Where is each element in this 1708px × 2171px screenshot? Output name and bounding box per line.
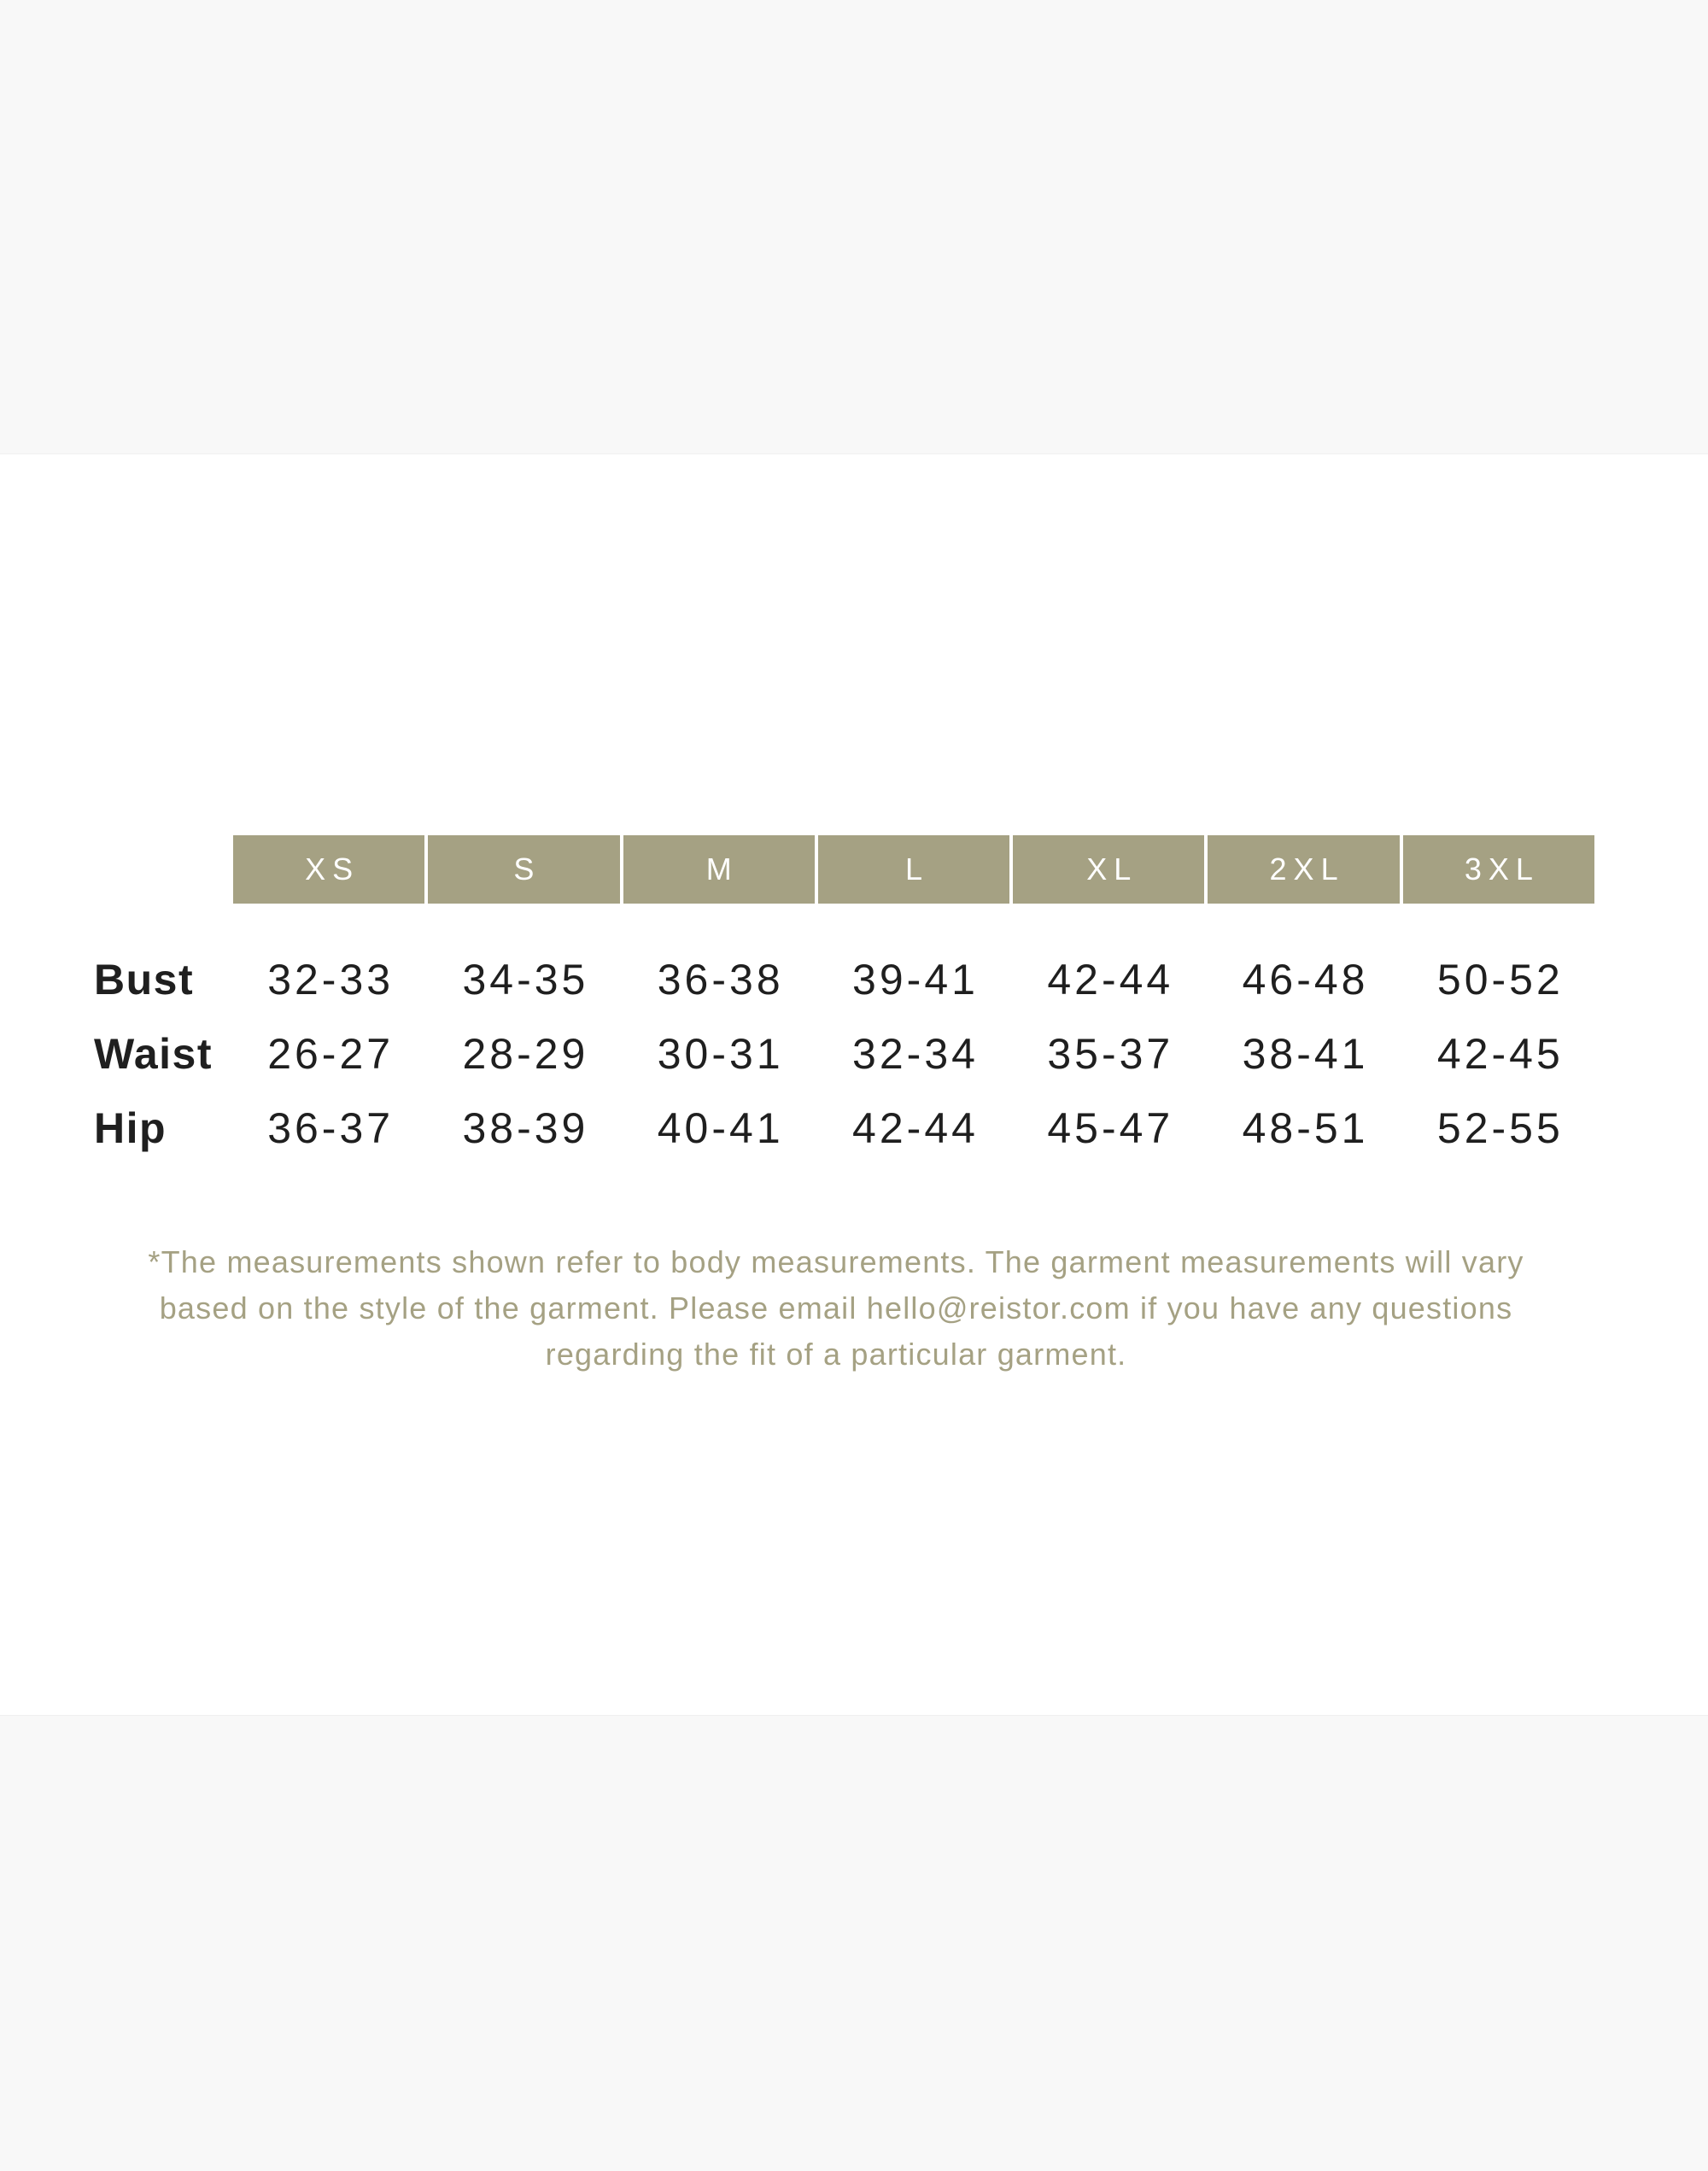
bottom-band	[0, 1715, 1708, 2171]
row-label-hip: Hip	[94, 1103, 167, 1152]
cell-hip-3xl: 52-55	[1436, 1103, 1564, 1152]
size-chart-table: XS S M L XL 2XL 3XL Bust 32-33 34-35 36-…	[94, 835, 1596, 1165]
size-header-m: M	[623, 835, 815, 904]
table-row-bust: Bust 32-33 34-35 36-38 39-41 42-44 46-48…	[94, 942, 1596, 1016]
cell-waist-2xl: 38-41	[1242, 1029, 1369, 1078]
cell-hip-s: 38-39	[462, 1103, 589, 1152]
cell-bust-xl: 42-44	[1047, 955, 1174, 1004]
size-header-2xl: 2XL	[1208, 835, 1400, 904]
cell-hip-m: 40-41	[657, 1103, 784, 1152]
row-label-waist: Waist	[94, 1029, 213, 1078]
cell-bust-2xl: 46-48	[1242, 955, 1369, 1004]
size-header-xl: XL	[1013, 835, 1205, 904]
size-header-xs: XS	[233, 835, 425, 904]
header-spacer	[94, 835, 231, 904]
top-band	[0, 0, 1708, 454]
cell-hip-l: 42-44	[852, 1103, 979, 1152]
table-row-hip: Hip 36-37 38-39 40-41 42-44 45-47 48-51 …	[94, 1091, 1596, 1165]
size-header-row: XS S M L XL 2XL 3XL	[94, 835, 1596, 904]
cell-waist-3xl: 42-45	[1436, 1029, 1564, 1078]
cell-bust-l: 39-41	[852, 955, 979, 1004]
table-row-waist: Waist 26-27 28-29 30-31 32-34 35-37 38-4…	[94, 1016, 1596, 1091]
cell-bust-xs: 32-33	[267, 955, 395, 1004]
cell-hip-xl: 45-47	[1047, 1103, 1174, 1152]
header-gap	[94, 904, 1596, 942]
size-header-l: L	[817, 835, 1010, 904]
cell-bust-3xl: 50-52	[1436, 955, 1564, 1004]
size-header-3xl: 3XL	[1402, 835, 1594, 904]
footnote-line-3: regarding the fit of a particular garmen…	[545, 1337, 1127, 1372]
content-area: XS S M L XL 2XL 3XL Bust 32-33 34-35 36-…	[0, 454, 1708, 1715]
cell-hip-2xl: 48-51	[1242, 1103, 1369, 1152]
cell-bust-m: 36-38	[657, 955, 784, 1004]
cell-hip-xs: 36-37	[267, 1103, 395, 1152]
cell-waist-xs: 26-27	[267, 1029, 395, 1078]
cell-bust-s: 34-35	[462, 955, 589, 1004]
row-label-bust: Bust	[94, 955, 195, 1004]
size-header-s: S	[428, 835, 620, 904]
cell-waist-s: 28-29	[462, 1029, 589, 1078]
footnote: *The measurements shown refer to body me…	[119, 1239, 1553, 1378]
cell-waist-xl: 35-37	[1047, 1029, 1174, 1078]
footnote-line-1: *The measurements shown refer to body me…	[148, 1244, 1524, 1279]
footnote-line-2: based on the style of the garment. Pleas…	[159, 1290, 1513, 1325]
cell-waist-m: 30-31	[657, 1029, 784, 1078]
cell-waist-l: 32-34	[852, 1029, 979, 1078]
